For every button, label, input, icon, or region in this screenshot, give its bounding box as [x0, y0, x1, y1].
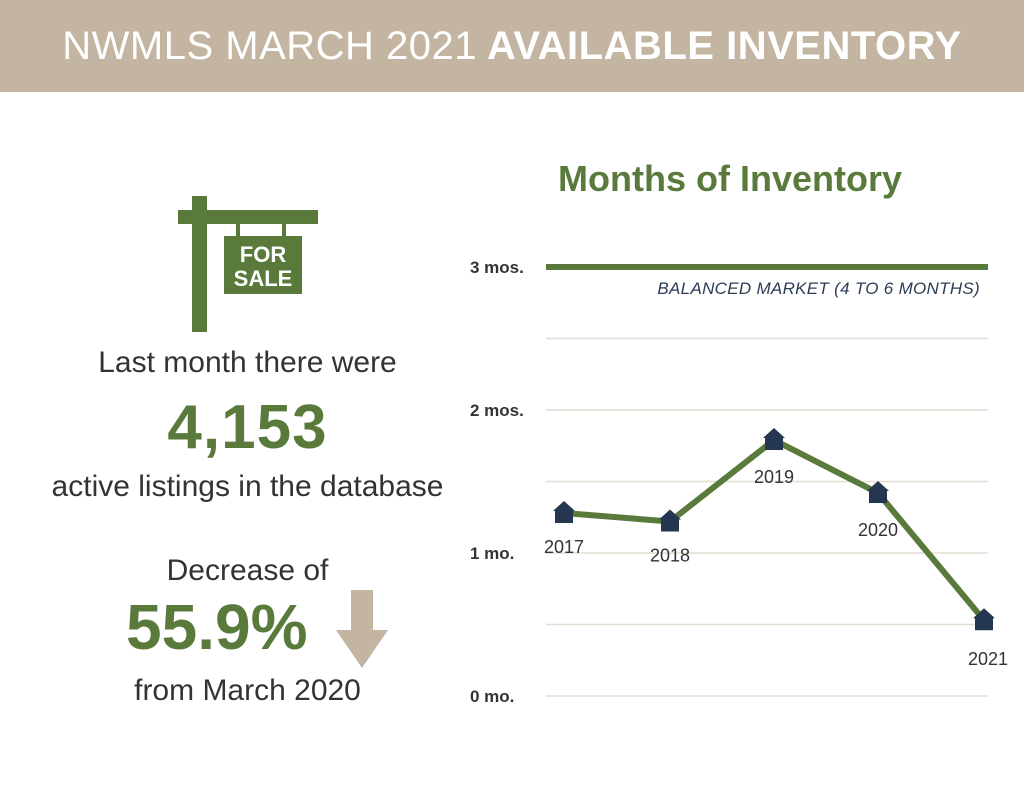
decrease-text: Decrease of [166, 554, 329, 587]
year-label: 2018 [650, 546, 690, 566]
active-listings-count: 4,153 [167, 393, 328, 462]
house-marker-icon [553, 500, 575, 523]
sign-text-for: FOR [240, 242, 287, 267]
down-arrow-icon [336, 590, 388, 668]
reference-line-label: BALANCED MARKET (4 TO 6 MONTHS) [657, 279, 980, 298]
year-label: 2020 [858, 520, 898, 540]
year-label: 2017 [544, 537, 584, 557]
y-tick-label: 0 mo. [470, 687, 514, 706]
year-label: 2021 [968, 649, 1008, 669]
house-marker-icon [867, 480, 889, 503]
stats-panel: FOR SALE Last month there were 4,153 act… [0, 92, 495, 791]
decrease-percentage: 55.9% [126, 591, 308, 663]
house-marker-icon [973, 608, 995, 631]
chart-title: Months of Inventory [558, 158, 902, 199]
y-tick-label: 3 mos. [470, 258, 524, 277]
from-date-text: from March 2020 [134, 674, 361, 707]
decrease-row: 55.9% [0, 590, 495, 670]
year-label: 2019 [754, 467, 794, 487]
sign-text-sale: SALE [234, 266, 293, 291]
header-title-bold: AVAILABLE INVENTORY [487, 23, 962, 68]
for-sale-sign-icon: FOR SALE [178, 196, 318, 332]
house-marker-icon [763, 428, 785, 451]
last-month-text: Last month there were [98, 346, 397, 379]
active-listings-text: active listings in the database [51, 470, 444, 503]
y-tick-label: 1 mo. [470, 544, 514, 563]
header-banner: NWMLS MARCH 2021 AVAILABLE INVENTORY [0, 0, 1024, 92]
y-tick-label: 2 mos. [470, 401, 524, 420]
header-title-light: NWMLS MARCH 2021 [62, 23, 478, 68]
months-of-inventory-chart: 0 mo. 1 mo. 2 mos. 3 mos. BALANCED MARKET (4… [470, 258, 1008, 706]
house-marker-icon [659, 509, 681, 532]
